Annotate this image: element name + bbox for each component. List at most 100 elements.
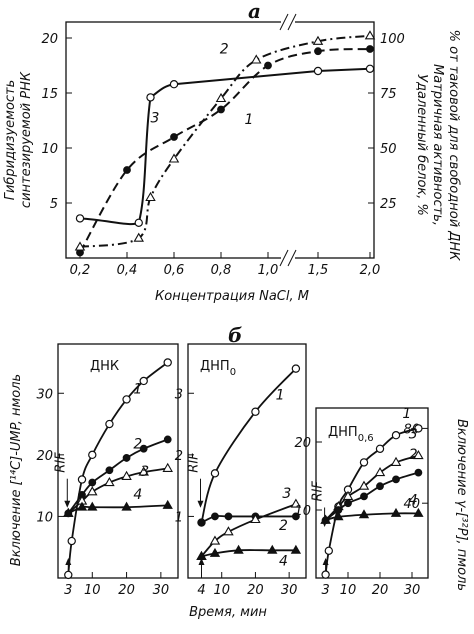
- panel-a-series-2: 2: [74, 30, 376, 251]
- panel-b-point: [413, 507, 424, 517]
- panel-b-curve-label: 4: [133, 487, 142, 503]
- panel-b-y-tick-label: 1: [175, 510, 183, 525]
- panel-a-y-right-tick-label: 100: [380, 32, 405, 47]
- panel-b-subplot-1: 3 10 20 30 10 20 30 ДНК RIF 1 2 3 4: [36, 343, 179, 598]
- panel-b-x-axis-label: Время, мин: [189, 605, 267, 620]
- panel-b-curve-label: 2: [279, 518, 288, 534]
- panel-b-point: [105, 466, 114, 475]
- panel-b-curve-label: 4: [279, 554, 288, 570]
- panel-a-y-right-tick-label: 25: [380, 197, 397, 212]
- panel-b-right-axis-label: Включение γ-[³²P], пмоль: [454, 419, 469, 591]
- panel-b-x-tick-label: 30: [281, 583, 298, 598]
- panel-b-point: [88, 478, 97, 487]
- panel-b-curve-label: 3: [140, 464, 149, 480]
- panel-a-point: [133, 232, 144, 242]
- panel-a-series-line: [79, 67, 371, 226]
- panel-b-point: [138, 466, 149, 476]
- panel-b-point: [122, 454, 131, 462]
- panel-b-point: [121, 501, 132, 511]
- panel-b-y-tick-label: 10: [36, 510, 53, 525]
- panel-b-subplot-2: 4 10 20 30 1 2 3 ДНП0 RIF 1 2 3 4: [175, 343, 307, 598]
- panel-a-x-tick-label: 0,6: [164, 263, 185, 278]
- panel-b-point: [344, 499, 352, 508]
- panel-b-y-tick-label: 20: [36, 449, 53, 464]
- panel-a-point: [170, 133, 178, 141]
- panel-b-subplot-title-sub: 0,6: [358, 433, 374, 444]
- panel-b-series-2: 2: [197, 512, 300, 534]
- panel-a-x-tick-label: 1,0: [258, 263, 279, 278]
- panel-b-series-line: [200, 368, 297, 523]
- panel-a-axis-break-bottom: [279, 249, 297, 267]
- panel-a-point: [366, 45, 374, 53]
- panel-a-x-tick-label: 2,0: [360, 263, 381, 278]
- panel-b-rif-arrowhead: [64, 500, 71, 508]
- panel-a-point: [145, 191, 156, 202]
- panel-b-series-2: 2: [64, 435, 172, 518]
- panel-b-point: [76, 501, 88, 511]
- panel-b-point: [291, 364, 301, 373]
- panel-b-curve-label: 3: [282, 486, 291, 502]
- panel-b-rif-arrowhead: [197, 500, 204, 508]
- panel-a-left-label-line2: синтезируемой РНК: [19, 71, 34, 208]
- panel-b-x-tick-label: 20: [247, 583, 264, 598]
- panel-b-curve-label: 4: [409, 493, 418, 509]
- panel-b-rif-label: RIF: [311, 481, 326, 502]
- panel-b-point: [163, 435, 172, 444]
- panel-b-x-tick-label: 10: [213, 583, 230, 598]
- panel-b-x-tick-label: 3: [321, 583, 329, 598]
- panel-b-series-1: 1: [197, 364, 301, 527]
- panel-b-point: [87, 501, 98, 511]
- panel-b-point: [324, 546, 333, 556]
- panel-b-subplot-title: ДНП0: [200, 359, 236, 378]
- panel-b-point: [376, 482, 384, 491]
- panel-a-point: [264, 61, 272, 70]
- panel-b-point: [121, 470, 132, 480]
- panel-a-curve-label: 3: [151, 111, 160, 127]
- panel-b-point: [413, 449, 424, 460]
- panel-b-point: [64, 570, 73, 580]
- panel-a-point: [169, 79, 179, 89]
- panel-b-x-tick-label: 30: [404, 583, 421, 598]
- panel-b-point: [360, 492, 368, 501]
- panel-b-point: [414, 424, 423, 433]
- panel-b-x-tick-label: 3: [64, 583, 72, 598]
- panel-b-subplot-title: ДНК: [90, 359, 119, 374]
- panel-a-series-3: 3: [75, 64, 375, 227]
- panel-b-point: [390, 456, 402, 466]
- panel-b-point: [162, 462, 173, 472]
- panel-a-point: [251, 54, 262, 64]
- panel-a-y-left-tick-label: 10: [41, 142, 58, 157]
- panel-a-axis-break-top: [279, 13, 297, 31]
- panel-b-point: [105, 419, 114, 429]
- panel-b-point: [333, 511, 344, 521]
- panel-b-point: [358, 480, 370, 490]
- panel-b-subplot-title-sub: 0: [230, 367, 236, 378]
- panel-b-point: [390, 507, 402, 517]
- panel-a-x-tick-label: 0,8: [211, 263, 232, 278]
- panel-a-point: [365, 64, 375, 74]
- panel-a-point: [168, 153, 180, 163]
- panel-b-curve-label: 3: [409, 427, 418, 443]
- panel-b-y-tick-label: 2: [175, 449, 183, 464]
- panel-a-curve-label: 1: [245, 112, 254, 128]
- panel-a-point: [75, 214, 85, 223]
- panel-b-point: [321, 570, 330, 579]
- panel-a-series-1: 1: [76, 45, 374, 257]
- panel-b-curve-label: 1: [276, 387, 285, 403]
- panel-b-point: [162, 499, 173, 509]
- panel-b-point: [63, 507, 74, 517]
- panel-b-curve-label: 1: [133, 381, 142, 397]
- panel-a-x-tick-label: 1,5: [308, 263, 329, 278]
- panel-b-start-arrowhead: [198, 558, 205, 565]
- panel-b-point: [163, 358, 172, 367]
- panel-b-y-tick-label: 30: [36, 387, 53, 402]
- panel-b-point: [358, 509, 370, 519]
- panel-b-x-tick-label: 10: [340, 583, 357, 598]
- panel-b-point: [67, 536, 76, 546]
- panel-a-point: [123, 166, 131, 174]
- panel-b-point: [104, 476, 115, 487]
- panel-b-x-tick-label: 10: [84, 583, 101, 598]
- panel-b-frame: [57, 343, 179, 579]
- panel-b-curve-label: 2: [409, 447, 418, 463]
